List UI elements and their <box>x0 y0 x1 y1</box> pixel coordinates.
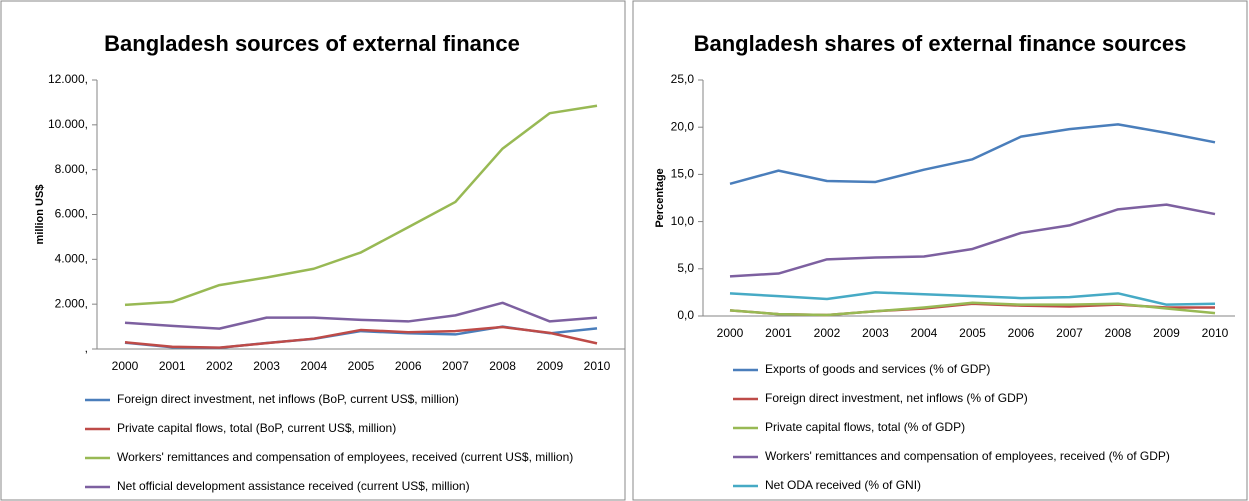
x-tick-label: 2006 <box>1008 326 1035 340</box>
x-tick-label: 2001 <box>765 326 792 340</box>
y-tick-label: 25,0 <box>671 72 695 86</box>
x-tick-label: 2001 <box>159 359 186 373</box>
y-tick-label: 15,0 <box>671 167 695 181</box>
legend-label: Private capital flows, total (BoP, curre… <box>117 421 396 435</box>
x-tick-label: 2009 <box>536 359 563 373</box>
series-line <box>124 301 598 330</box>
legend-label: Foreign direct investment, net inflows (… <box>765 391 1028 405</box>
y-tick-label: 10,0 <box>671 214 695 228</box>
y-tick-label: 20,0 <box>671 119 695 133</box>
legend-label: Net ODA received (% of GNI) <box>765 478 921 492</box>
y-tick-label: , <box>85 341 88 355</box>
x-tick-label: 2005 <box>959 326 986 340</box>
x-tick-label: 2000 <box>717 326 744 340</box>
x-tick-label: 2003 <box>862 326 889 340</box>
legend-label: Private capital flows, total (% of GDP) <box>765 420 965 434</box>
y-tick-label: 4.000, <box>55 252 88 266</box>
x-tick-label: 2007 <box>442 359 469 373</box>
series-line <box>124 104 598 307</box>
series-line <box>729 291 1216 306</box>
y-tick-label: 12.000, <box>48 72 88 86</box>
series-line <box>124 325 598 349</box>
x-tick-label: 2004 <box>911 326 938 340</box>
x-tick-label: 2003 <box>253 359 280 373</box>
chart-title: Bangladesh shares of external finance so… <box>694 31 1187 56</box>
series-line <box>729 123 1216 186</box>
y-tick-label: 2.000, <box>55 296 88 310</box>
legend-label: Foreign direct investment, net inflows (… <box>117 392 459 406</box>
x-tick-label: 2002 <box>814 326 841 340</box>
y-axis-label: Percentage <box>654 168 666 227</box>
legend-label: Exports of goods and services (% of GDP) <box>765 362 990 376</box>
series-line <box>729 203 1216 278</box>
x-tick-label: 2000 <box>112 359 139 373</box>
panel-border <box>632 0 1248 501</box>
chart-title: Bangladesh sources of external finance <box>104 31 520 56</box>
x-tick-label: 2002 <box>206 359 233 373</box>
x-tick-label: 2008 <box>489 359 516 373</box>
series-line <box>729 301 1216 317</box>
y-axis-label: million US$ <box>34 185 46 245</box>
legend-label: Workers' remittances and compensation of… <box>765 449 1170 463</box>
panel-border <box>0 0 626 501</box>
x-tick-label: 2009 <box>1153 326 1180 340</box>
legend-label: Net official development assistance rece… <box>117 479 470 493</box>
x-tick-label: 2007 <box>1056 326 1083 340</box>
y-tick-label: 5,0 <box>677 261 694 275</box>
legend-label: Workers' remittances and compensation of… <box>117 450 573 464</box>
x-tick-label: 2006 <box>395 359 422 373</box>
y-tick-label: 10.000, <box>48 117 88 131</box>
y-tick-label: 0,0 <box>677 308 694 322</box>
x-tick-label: 2010 <box>1202 326 1229 340</box>
x-tick-label: 2004 <box>300 359 327 373</box>
y-tick-label: 6.000, <box>55 207 88 221</box>
y-tick-label: 8.000, <box>55 162 88 176</box>
x-tick-label: 2005 <box>348 359 375 373</box>
x-tick-label: 2008 <box>1105 326 1132 340</box>
x-tick-label: 2010 <box>584 359 611 373</box>
